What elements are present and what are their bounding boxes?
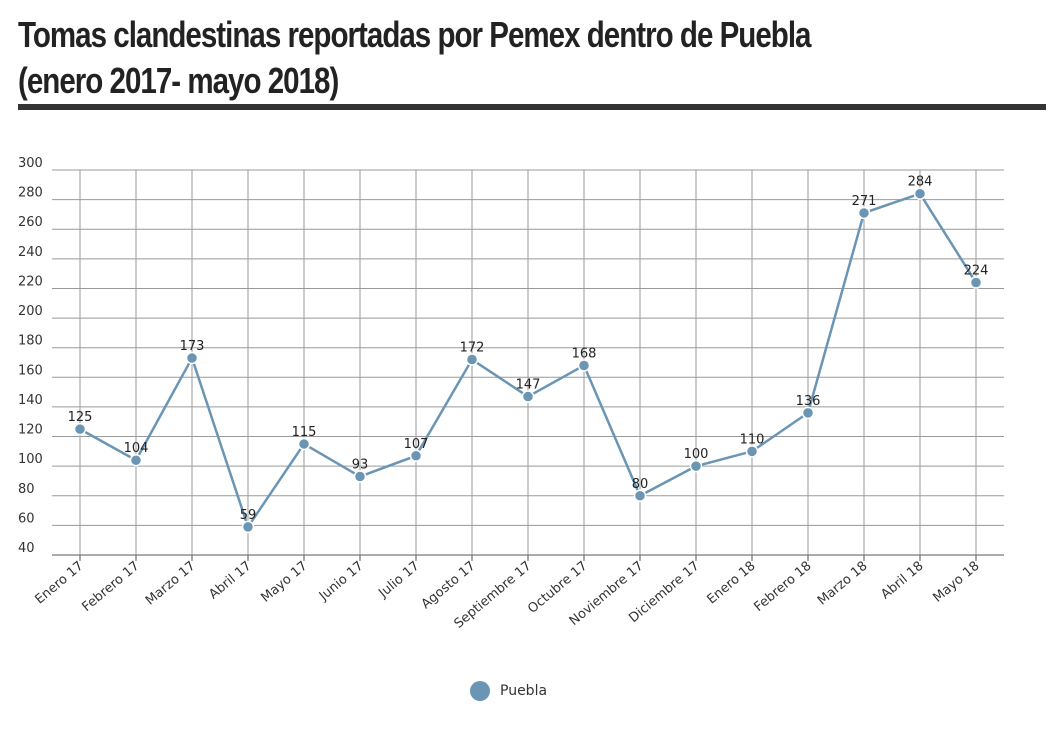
- data-point[interactable]: [857, 206, 871, 220]
- y-tick-label: 300: [18, 156, 43, 171]
- x-tick-label: Junio 17: [316, 559, 367, 605]
- data-label: 284: [908, 175, 933, 190]
- y-tick-label: 40: [18, 541, 35, 556]
- series-puebla: [73, 187, 983, 534]
- data-point[interactable]: [241, 520, 255, 534]
- data-point[interactable]: [745, 445, 759, 458]
- x-tick-label: Febrero 17: [79, 559, 142, 615]
- data-label: 59: [240, 508, 257, 523]
- y-tick-label: 220: [18, 274, 43, 289]
- y-tick-label: 100: [18, 452, 43, 467]
- data-point[interactable]: [521, 390, 535, 403]
- data-point[interactable]: [465, 353, 479, 366]
- title-divider: [18, 104, 1046, 110]
- data-label: 125: [68, 410, 93, 425]
- x-tick-label: Julio 17: [375, 559, 422, 602]
- data-point[interactable]: [633, 489, 647, 503]
- x-tick-label: Enero 18: [704, 559, 758, 608]
- x-tick-label: Marzo 17: [143, 559, 199, 609]
- data-label: 172: [460, 341, 485, 356]
- x-tick-label: Enero 17: [32, 559, 86, 608]
- data-label: 100: [684, 447, 709, 462]
- data-label: 80: [632, 477, 649, 492]
- chart-title-line-1: Tomas clandestinas reportadas por Pemex …: [18, 14, 811, 55]
- y-tick-label: 80: [18, 482, 35, 497]
- y-tick-label: 280: [18, 186, 43, 201]
- chart-title: Tomas clandestinas reportadas por Pemex …: [18, 12, 854, 104]
- y-axis-tick-labels: 40 60 80 100 120 140 160 180 200 220 240 260 280 300: [18, 156, 43, 556]
- y-tick-label: 180: [18, 334, 43, 349]
- legend-label-puebla: Puebla: [500, 683, 548, 699]
- y-tick-label: 260: [18, 215, 43, 230]
- data-point[interactable]: [689, 459, 703, 473]
- data-point[interactable]: [185, 351, 199, 365]
- x-tick-label: Abril 18: [878, 559, 926, 603]
- y-tick-label: 140: [18, 393, 43, 408]
- y-tick-label: 160: [18, 363, 43, 378]
- data-label: 271: [852, 194, 877, 209]
- data-point[interactable]: [969, 276, 983, 289]
- data-label: 147: [516, 378, 541, 393]
- x-tick-label: Febrero 18: [751, 559, 814, 615]
- y-tick-label: 60: [18, 511, 35, 526]
- data-label: 115: [292, 425, 317, 440]
- data-point[interactable]: [73, 422, 87, 436]
- data-label: 173: [180, 339, 205, 354]
- data-label: 104: [124, 441, 149, 456]
- data-point[interactable]: [577, 359, 591, 372]
- data-point[interactable]: [297, 437, 311, 451]
- data-label: 168: [572, 346, 597, 361]
- data-label: 224: [964, 264, 989, 279]
- x-tick-label: Marzo 18: [815, 559, 871, 609]
- data-label: 93: [352, 458, 369, 473]
- chart-title-line-2: (enero 2017- mayo 2018): [18, 60, 339, 101]
- legend[interactable]: Puebla: [470, 680, 547, 702]
- x-tick-label: Abril 17: [206, 559, 254, 603]
- data-point[interactable]: [409, 449, 423, 463]
- y-tick-label: 200: [18, 304, 43, 319]
- data-point[interactable]: [129, 453, 143, 467]
- data-point[interactable]: [913, 187, 927, 200]
- data-point[interactable]: [801, 406, 815, 420]
- x-tick-label: Mayo 17: [258, 559, 310, 606]
- y-tick-label: 240: [18, 245, 43, 260]
- x-tick-label: Mayo 18: [930, 559, 982, 606]
- legend-marker-puebla: [470, 681, 490, 701]
- data-label: 107: [404, 437, 429, 452]
- data-label: 136: [796, 394, 821, 409]
- data-label: 110: [740, 432, 765, 447]
- y-tick-label: 120: [18, 423, 43, 438]
- data-point[interactable]: [353, 470, 367, 483]
- data-labels: 125 104 173 59 115 93 107 172 147 168 80 100 110 136 2…: [68, 175, 989, 523]
